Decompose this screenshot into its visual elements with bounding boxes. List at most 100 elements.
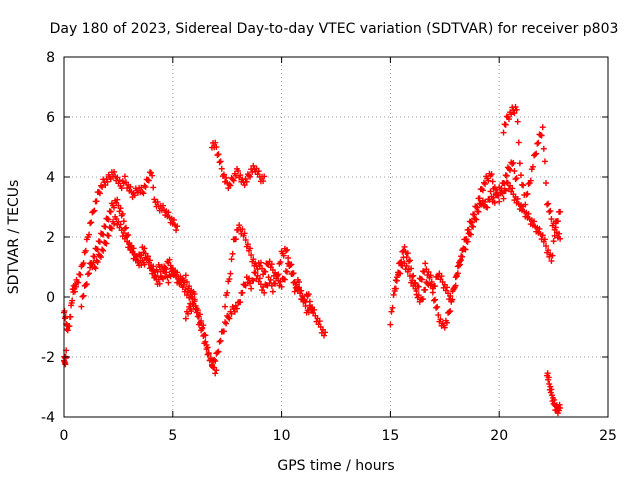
data-point (411, 279, 418, 286)
series-segment-i (391, 179, 564, 305)
data-point (69, 297, 76, 304)
data-point (194, 307, 201, 314)
data-point (490, 194, 497, 201)
data-point (539, 124, 546, 131)
data-point (525, 210, 532, 217)
data-point (203, 342, 210, 348)
data-point (541, 236, 548, 243)
data-point (282, 247, 289, 254)
data-point (404, 250, 411, 257)
data-point (389, 304, 396, 311)
data-point (121, 173, 128, 180)
data-point (532, 151, 539, 158)
data-point (285, 255, 292, 261)
data-point (539, 232, 546, 239)
data-point (245, 275, 252, 282)
data-point (512, 103, 519, 110)
data-point (224, 289, 231, 296)
data-point (511, 168, 518, 174)
data-point (556, 230, 563, 237)
data-point (212, 358, 219, 365)
y-axis-label: SDTVAR / TECUs (6, 180, 22, 295)
data-point (267, 276, 274, 283)
data-point (479, 187, 486, 194)
data-point (277, 259, 284, 266)
data-point (116, 208, 123, 215)
data-point (435, 312, 442, 318)
data-point (163, 266, 170, 273)
data-point (248, 285, 255, 292)
data-point (248, 252, 255, 258)
data-point (275, 271, 282, 278)
data-point (82, 247, 89, 254)
data-point (422, 260, 429, 267)
data-point (499, 190, 506, 197)
data-point (141, 261, 148, 268)
data-point (99, 184, 106, 191)
data-point (90, 208, 97, 215)
data-point (120, 218, 127, 225)
data-point (551, 396, 558, 403)
data-point (212, 139, 219, 146)
data-point (541, 158, 548, 165)
data-point (220, 328, 227, 335)
data-point (511, 110, 518, 117)
data-point (103, 240, 110, 247)
data-point (80, 260, 87, 267)
data-point (133, 252, 140, 259)
data-point (239, 289, 246, 296)
data-point (443, 319, 450, 326)
data-point (500, 129, 507, 136)
data-point (229, 176, 236, 183)
data-point (151, 196, 158, 203)
data-point (83, 281, 90, 288)
data-point (557, 405, 564, 411)
data-point (301, 296, 308, 303)
data-point (237, 172, 244, 179)
y-tick-label: -4 (41, 410, 55, 426)
data-point (165, 279, 172, 286)
data-point (114, 196, 121, 203)
data-point (473, 216, 480, 223)
data-point (427, 282, 434, 289)
data-point (291, 288, 298, 295)
data-point (261, 173, 268, 180)
data-point (512, 176, 519, 183)
data-point (227, 270, 234, 277)
data-point (507, 167, 514, 174)
data-point (405, 258, 412, 265)
data-point (257, 259, 264, 266)
data-point (488, 171, 495, 178)
data-point (552, 224, 559, 231)
data-point (422, 286, 429, 293)
data-point (97, 254, 104, 261)
data-point (123, 224, 130, 231)
data-point (316, 318, 323, 325)
data-point (387, 321, 394, 328)
data-point (170, 216, 177, 223)
data-point (542, 243, 549, 249)
data-point (223, 174, 230, 181)
y-tick-label: 8 (46, 50, 55, 66)
data-point (281, 276, 288, 283)
data-point (487, 188, 494, 195)
data-point (80, 292, 87, 299)
data-point (104, 178, 111, 185)
data-point (119, 210, 126, 217)
data-point (520, 182, 527, 189)
data-point (241, 182, 248, 189)
data-point (167, 273, 174, 280)
data-point (82, 282, 89, 288)
data-point (535, 139, 542, 146)
data-point (527, 177, 534, 184)
data-point (427, 272, 434, 279)
data-point (216, 338, 223, 345)
data-point (96, 190, 103, 197)
data-point (216, 159, 223, 166)
data-point (160, 268, 167, 275)
data-point (400, 254, 407, 261)
x-axis-label: GPS time / hours (277, 458, 394, 474)
data-point (185, 310, 192, 317)
data-point (186, 283, 193, 290)
